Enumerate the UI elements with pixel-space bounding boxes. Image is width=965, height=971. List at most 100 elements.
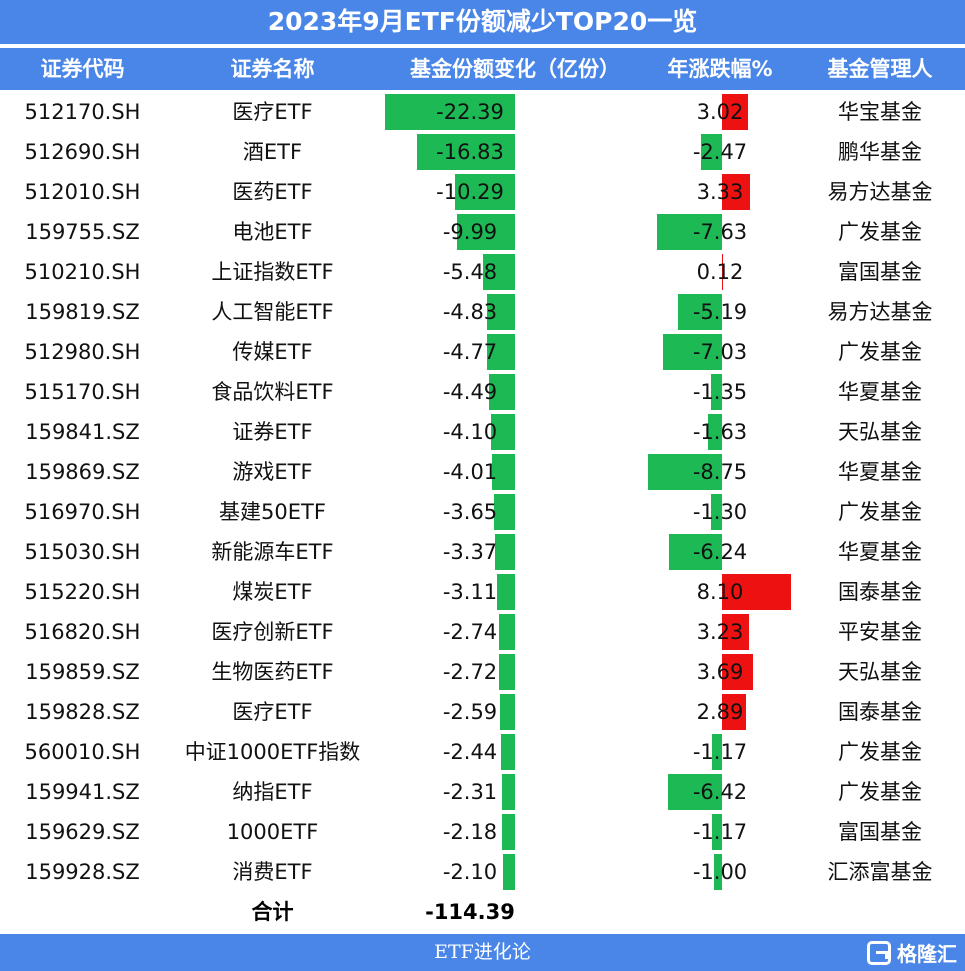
annual-change-bar <box>712 734 722 770</box>
table-row: 515220.SH 煤炭ETF -3.11 8.10 国泰基金 <box>0 572 965 612</box>
brand-logo: 格隆汇 <box>867 938 957 967</box>
table-row: 159859.SZ 生物医药ETF -2.72 3.69 天弘基金 <box>0 652 965 692</box>
manager-cell: 华夏基金 <box>838 380 922 404</box>
code-cell: 515220.SH <box>24 580 141 604</box>
manager-cell: 易方达基金 <box>827 180 933 204</box>
header-manager: 基金管理人 <box>827 57 933 81</box>
code-cell: 516970.SH <box>24 500 141 524</box>
manager-cell: 国泰基金 <box>838 700 922 724</box>
code-cell: 510210.SH <box>24 260 141 284</box>
change-cell: -4.10 <box>442 420 498 444</box>
annual-cell: 2.89 <box>696 700 744 724</box>
code-cell: 159941.SZ <box>25 780 140 804</box>
name-cell: 上证指数ETF <box>211 260 334 284</box>
annual-change-bar <box>722 614 750 650</box>
annual-cell: -8.75 <box>692 460 748 484</box>
code-cell: 512170.SH <box>24 100 141 124</box>
annual-change-bar <box>678 294 722 330</box>
change-cell: -22.39 <box>436 100 504 124</box>
page-title: 2023年9月ETF份额减少TOP20一览 <box>0 0 965 44</box>
table-row: 159828.SZ 医疗ETF -2.59 2.89 国泰基金 <box>0 692 965 732</box>
annual-change-bar <box>708 414 722 450</box>
total-value: -114.39 <box>425 900 515 924</box>
header-annual: 年涨跌幅% <box>667 57 773 81</box>
code-cell: 515170.SH <box>24 380 141 404</box>
code-cell: 159841.SZ <box>25 420 140 444</box>
change-cell: -2.10 <box>442 860 498 884</box>
change-bar <box>486 294 515 330</box>
table-row: 512010.SH 医药ETF -10.29 3.33 易方达基金 <box>0 172 965 212</box>
annual-change-bar <box>648 454 722 490</box>
name-cell: 游戏ETF <box>232 460 313 484</box>
manager-cell: 华夏基金 <box>838 460 922 484</box>
code-cell: 512980.SH <box>24 340 141 364</box>
change-cell: -2.74 <box>442 620 498 644</box>
g-logo-icon <box>867 940 891 965</box>
code-cell: 159869.SZ <box>25 460 140 484</box>
manager-cell: 华夏基金 <box>838 540 922 564</box>
name-cell: 人工智能ETF <box>211 300 334 324</box>
annual-cell: -7.03 <box>692 340 748 364</box>
manager-cell: 国泰基金 <box>838 580 922 604</box>
change-bar <box>495 534 515 570</box>
annual-change-bar <box>710 374 722 410</box>
logo-text: 格隆汇 <box>897 942 957 966</box>
manager-cell: 富国基金 <box>838 260 922 284</box>
table-row: 159941.SZ 纳指ETF -2.31 -6.42 广发基金 <box>0 772 965 812</box>
code-cell: 159828.SZ <box>25 700 140 724</box>
annual-change-bar <box>722 94 748 130</box>
annual-change-bar <box>701 134 722 170</box>
manager-cell: 鹏华基金 <box>838 140 922 164</box>
manager-cell: 天弘基金 <box>838 660 922 684</box>
total-label: 合计 <box>251 900 294 924</box>
annual-change-bar <box>713 854 722 890</box>
annual-cell: -1.17 <box>692 820 748 844</box>
code-cell: 159819.SZ <box>25 300 140 324</box>
table-row: 560010.SH 中证1000ETF指数 -2.44 -1.17 广发基金 <box>0 732 965 772</box>
change-cell: -2.72 <box>442 660 498 684</box>
annual-cell: 0.12 <box>696 260 744 284</box>
annual-cell: 8.10 <box>696 580 744 604</box>
code-cell: 516820.SH <box>24 620 141 644</box>
annual-cell: -7.63 <box>692 220 748 244</box>
name-cell: 消费ETF <box>232 860 313 884</box>
change-cell: -10.29 <box>436 180 504 204</box>
code-cell: 515030.SH <box>24 540 141 564</box>
table-row: 510210.SH 上证指数ETF -5.48 0.12 富国基金 <box>0 252 965 292</box>
annual-cell: -5.19 <box>692 300 748 324</box>
annual-change-bar <box>669 534 722 570</box>
name-cell: 证券ETF <box>232 420 313 444</box>
table-row: 512170.SH 医疗ETF -22.39 3.02 华宝基金 <box>0 92 965 132</box>
name-cell: 酒ETF <box>242 140 303 164</box>
change-bar <box>501 774 515 810</box>
change-bar <box>502 854 515 890</box>
annual-cell: -1.30 <box>692 500 748 524</box>
footer: ETF进化论 格隆汇 <box>0 934 965 971</box>
change-cell: -9.99 <box>442 220 498 244</box>
change-bar <box>385 94 515 130</box>
change-cell: -16.83 <box>436 140 504 164</box>
table-row: 512690.SH 酒ETF -16.83 -2.47 鹏华基金 <box>0 132 965 172</box>
annual-change-bar <box>662 334 722 370</box>
manager-cell: 广发基金 <box>838 220 922 244</box>
name-cell: 新能源车ETF <box>211 540 334 564</box>
manager-cell: 广发基金 <box>838 500 922 524</box>
table-row: 159629.SZ 1000ETF -2.18 -1.17 富国基金 <box>0 812 965 852</box>
change-cell: -3.11 <box>442 580 498 604</box>
manager-cell: 天弘基金 <box>838 420 922 444</box>
annual-change-bar <box>722 574 791 610</box>
change-cell: -5.48 <box>442 260 498 284</box>
annual-change-bar <box>657 214 722 250</box>
annual-cell: -1.63 <box>692 420 748 444</box>
change-bar <box>502 814 515 850</box>
change-bar <box>499 654 515 690</box>
table-row: 159869.SZ 游戏ETF -4.01 -8.75 华夏基金 <box>0 452 965 492</box>
change-bar <box>491 454 515 490</box>
change-bar <box>417 134 515 170</box>
annual-change-bar <box>667 774 722 810</box>
table-row: 159841.SZ 证券ETF -4.10 -1.63 天弘基金 <box>0 412 965 452</box>
change-bar <box>500 734 515 770</box>
table-row: 159819.SZ 人工智能ETF -4.83 -5.19 易方达基金 <box>0 292 965 332</box>
name-cell: 煤炭ETF <box>232 580 313 604</box>
name-cell: 纳指ETF <box>232 780 313 804</box>
